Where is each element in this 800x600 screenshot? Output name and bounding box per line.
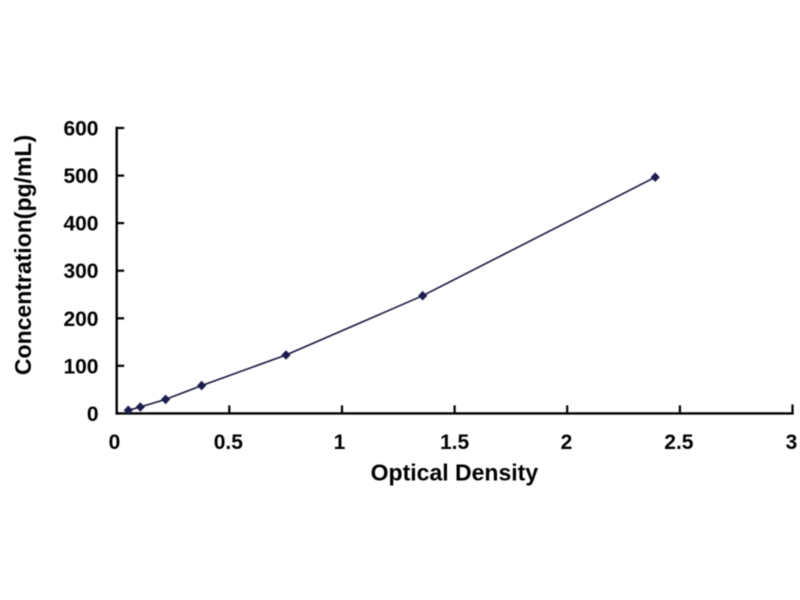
svg-text:1.5: 1.5 [440, 431, 470, 454]
svg-text:600: 600 [63, 118, 98, 141]
svg-text:Concentration(pg/mL): Concentration(pg/mL) [10, 135, 36, 375]
svg-text:2: 2 [561, 431, 573, 454]
svg-text:200: 200 [63, 308, 98, 331]
svg-text:0: 0 [109, 431, 121, 454]
svg-text:3: 3 [786, 431, 798, 454]
svg-text:0.5: 0.5 [214, 431, 244, 454]
svg-text:100: 100 [63, 355, 98, 378]
svg-text:300: 300 [63, 260, 98, 283]
svg-text:1: 1 [334, 431, 346, 454]
svg-text:Optical Density: Optical Density [371, 460, 539, 486]
svg-text:0: 0 [87, 403, 99, 426]
svg-text:2.5: 2.5 [664, 431, 694, 454]
svg-text:500: 500 [63, 165, 98, 188]
svg-text:400: 400 [63, 213, 98, 236]
